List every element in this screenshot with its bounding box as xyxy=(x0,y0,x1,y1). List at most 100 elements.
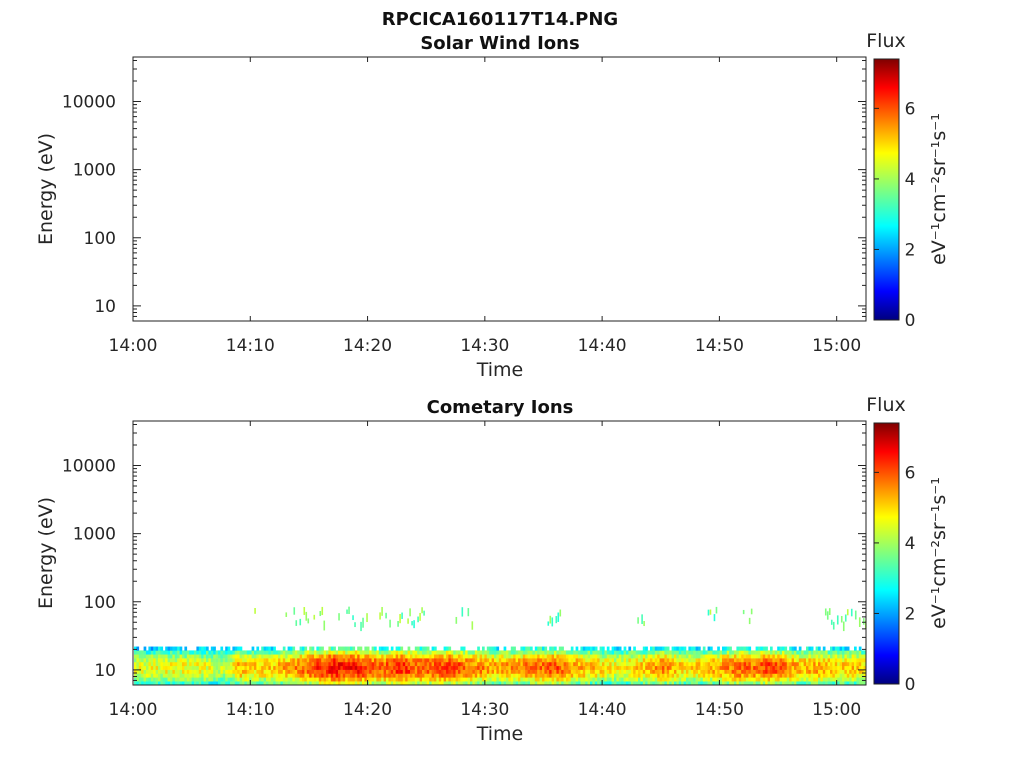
heatmap-cell xyxy=(832,665,836,670)
heatmap-cell xyxy=(798,673,802,678)
heatmap-cell xyxy=(779,661,783,667)
heatmap-cell xyxy=(515,673,519,678)
heatmap-cell xyxy=(789,669,792,674)
heatmap-cell xyxy=(347,650,351,655)
heatmap-cell xyxy=(261,658,264,663)
heatmap-cell xyxy=(503,658,507,663)
heatmap-cell xyxy=(695,677,699,682)
heatmap-cell xyxy=(698,665,701,670)
heatmap-cell xyxy=(587,665,591,670)
heatmap-cell xyxy=(551,658,555,663)
heatmap-cell xyxy=(290,673,293,678)
heatmap-cell xyxy=(422,669,425,674)
heatmap-cell xyxy=(856,654,860,659)
heatmap-cell xyxy=(184,661,188,667)
heatmap-cell xyxy=(532,658,536,663)
heatmap-cell xyxy=(222,669,226,674)
heatmap-cell xyxy=(767,677,771,682)
heatmap-cell xyxy=(261,677,264,682)
heatmap-cell xyxy=(143,669,147,674)
heatmap-cell xyxy=(194,661,197,667)
heatmap-cell xyxy=(290,654,293,659)
heatmap-cell xyxy=(266,669,269,674)
heatmap-cell xyxy=(743,646,747,651)
heatmap-cell xyxy=(506,658,509,663)
heatmap-cell xyxy=(179,669,183,674)
heatmap-cell xyxy=(681,650,684,655)
heatmap-cell xyxy=(220,665,224,670)
heatmap-cell xyxy=(364,654,368,659)
heatmap-cell xyxy=(508,654,512,659)
heatmap-speck xyxy=(750,608,753,615)
heatmap-cell xyxy=(472,661,476,667)
heatmap-cell xyxy=(275,658,279,663)
heatmap-cell xyxy=(426,677,430,682)
heatmap-cell xyxy=(861,665,864,670)
heatmap-cell xyxy=(818,661,821,667)
heatmap-cell xyxy=(777,681,780,686)
heatmap-cell xyxy=(448,677,452,682)
heatmap-cell xyxy=(558,650,562,655)
heatmap-cell xyxy=(292,650,296,655)
heatmap-speck xyxy=(381,606,383,616)
heatmap-cell xyxy=(376,658,380,663)
heatmap-cell xyxy=(530,661,533,667)
heatmap-cell xyxy=(287,669,291,674)
heatmap-cell xyxy=(422,665,425,670)
heatmap-cell xyxy=(256,658,260,663)
heatmap-cell xyxy=(352,665,356,670)
heatmap-cell xyxy=(782,681,785,686)
heatmap-cell xyxy=(482,661,485,667)
heatmap-cell xyxy=(594,650,598,655)
heatmap-cell xyxy=(702,654,706,659)
heatmap-cell xyxy=(446,669,449,674)
heatmap-cell xyxy=(316,681,320,686)
heatmap-cell xyxy=(299,658,303,663)
heatmap-cell xyxy=(712,654,716,659)
heatmap-cell xyxy=(604,677,608,682)
heatmap-cell xyxy=(170,654,173,659)
heatmap-cell xyxy=(299,646,303,651)
heatmap-cell xyxy=(227,665,231,670)
heatmap-cell xyxy=(138,677,142,682)
heatmap-cell xyxy=(599,665,603,670)
heatmap-cell xyxy=(585,681,588,686)
heatmap-cell xyxy=(369,650,372,655)
heatmap-cell xyxy=(858,677,862,682)
heatmap-cell xyxy=(323,677,327,682)
heatmap-cell xyxy=(614,654,617,659)
heatmap-cell xyxy=(227,658,231,663)
heatmap-cell xyxy=(323,665,327,670)
heatmap-cell xyxy=(542,677,545,682)
heatmap-cell xyxy=(587,646,591,651)
heatmap-cell xyxy=(666,650,670,655)
heatmap-cell xyxy=(359,661,363,667)
heatmap-cell xyxy=(813,673,816,678)
heatmap-cell xyxy=(604,681,608,686)
heatmap-cell xyxy=(177,677,180,682)
heatmap-cell xyxy=(172,677,176,682)
heatmap-speck xyxy=(455,616,458,624)
heatmap-cell xyxy=(686,677,689,682)
heatmap-cell xyxy=(256,673,260,678)
heatmap-cell xyxy=(561,669,564,674)
heatmap-cell xyxy=(551,665,555,670)
heatmap-cell xyxy=(297,677,300,682)
heatmap-cell xyxy=(676,658,680,663)
heatmap-cell xyxy=(520,661,524,667)
heatmap-cell xyxy=(638,677,641,682)
heatmap-cell xyxy=(410,665,413,670)
heatmap-cell xyxy=(808,681,812,686)
heatmap-cell xyxy=(698,654,701,659)
heatmap-cell xyxy=(707,646,711,651)
heatmap-cell xyxy=(527,673,531,678)
heatmap-cell xyxy=(326,669,329,674)
heatmap-cell xyxy=(832,673,836,678)
heatmap-cell xyxy=(688,669,692,674)
heatmap-cell xyxy=(393,669,396,674)
heatmap-cell xyxy=(407,661,411,667)
x-tick-label: 14:20 xyxy=(343,336,392,356)
heatmap-cell xyxy=(525,677,528,682)
heatmap-cell xyxy=(381,681,384,686)
heatmap-cell xyxy=(556,677,560,682)
